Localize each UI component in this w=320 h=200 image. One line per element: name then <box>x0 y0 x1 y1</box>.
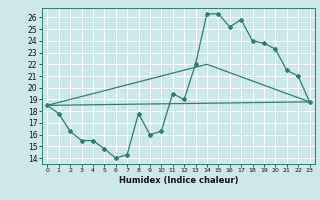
X-axis label: Humidex (Indice chaleur): Humidex (Indice chaleur) <box>119 176 238 185</box>
